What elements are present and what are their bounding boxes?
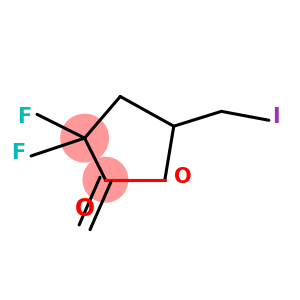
- Text: O: O: [174, 167, 191, 187]
- Text: I: I: [272, 107, 280, 127]
- Text: O: O: [74, 197, 95, 221]
- Text: F: F: [11, 143, 25, 163]
- Text: F: F: [17, 107, 31, 127]
- Circle shape: [61, 114, 108, 162]
- Circle shape: [83, 158, 128, 202]
